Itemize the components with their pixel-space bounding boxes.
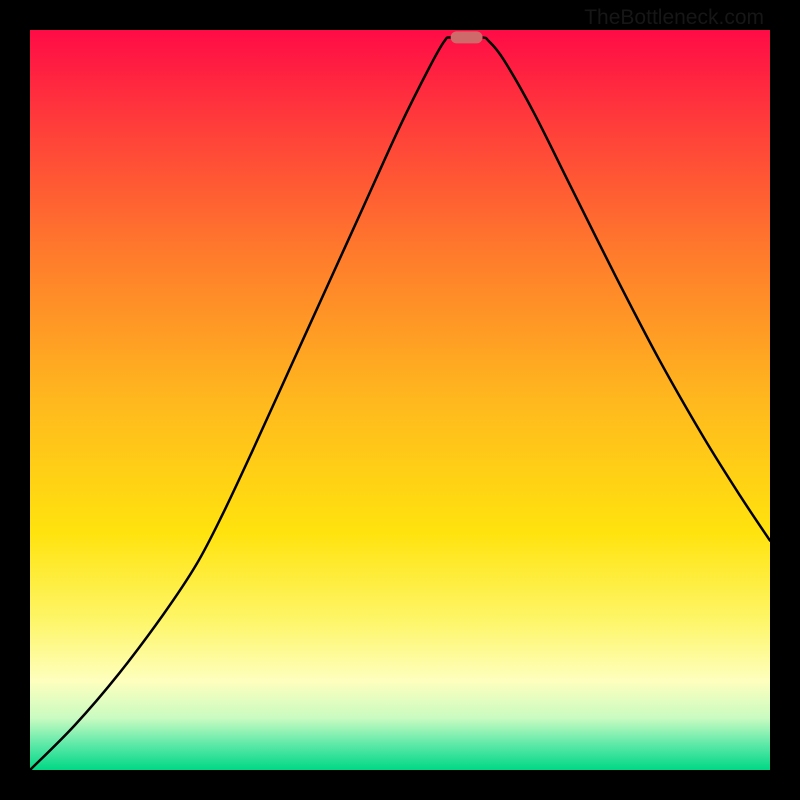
minimum-marker bbox=[451, 31, 483, 43]
bottleneck-curve bbox=[30, 30, 770, 770]
watermark-text: TheBottleneck.com bbox=[584, 6, 764, 30]
chart-frame: TheBottleneck.com bbox=[0, 0, 800, 800]
plot-area bbox=[30, 30, 770, 770]
